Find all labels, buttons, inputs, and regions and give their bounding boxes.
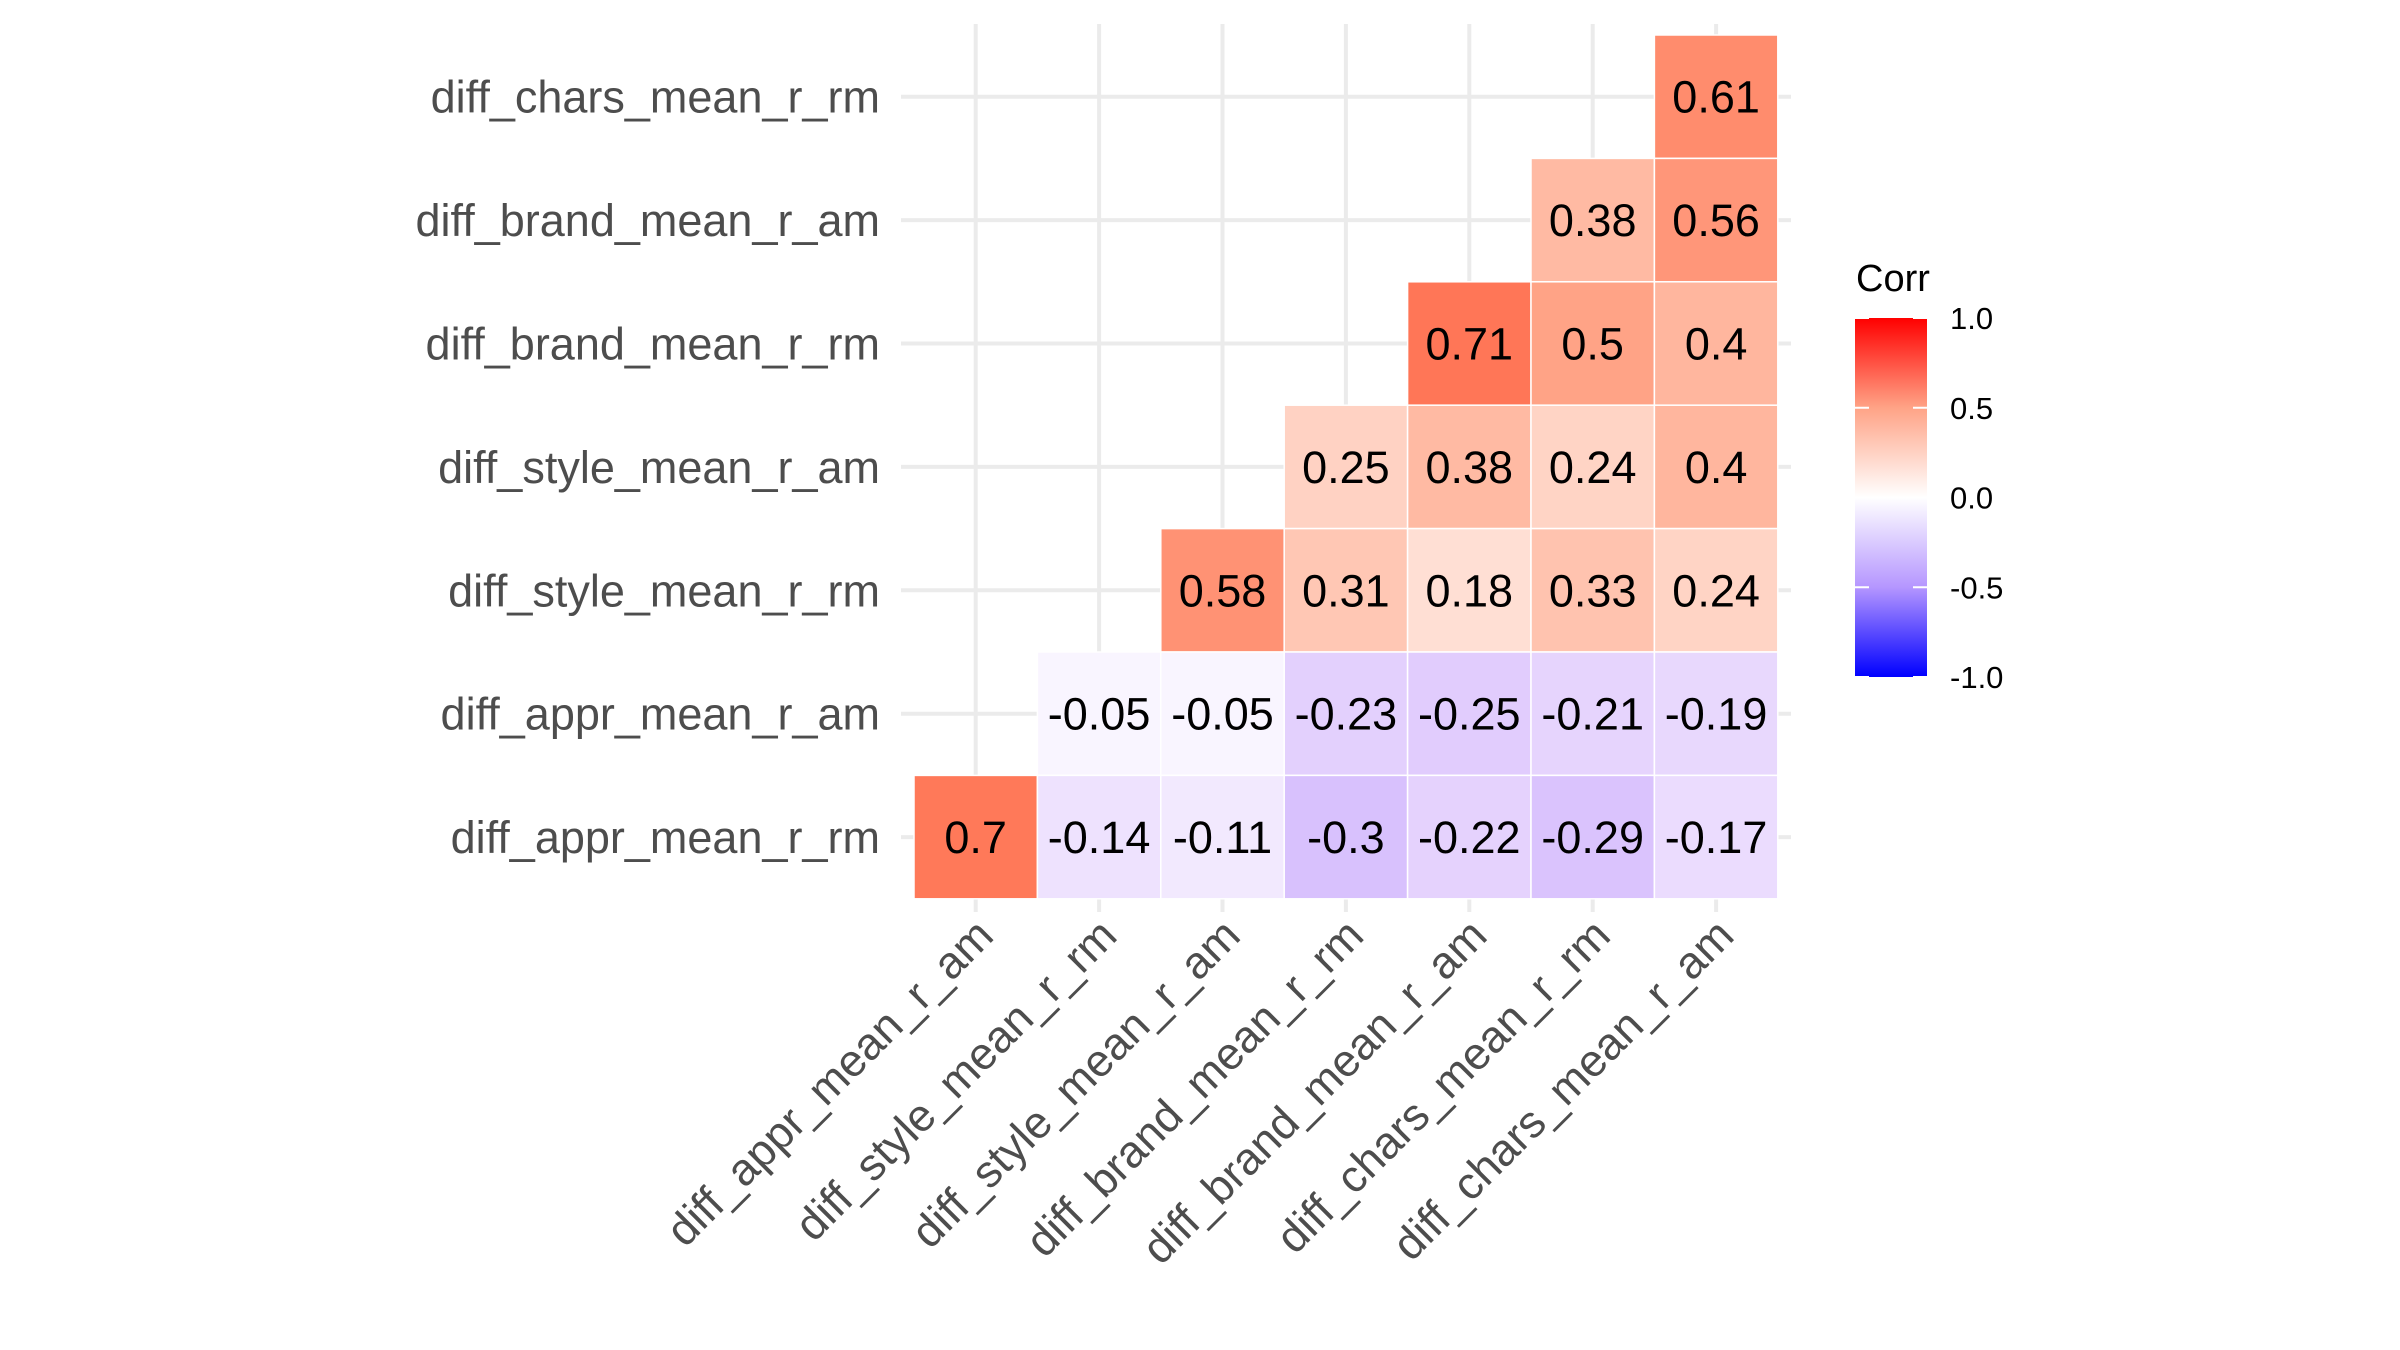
cell-value-label: 0.4 <box>1685 319 1748 370</box>
cell-value-label: 0.58 <box>1179 565 1267 616</box>
heatmap-cell <box>1283 404 1409 530</box>
legend: Corr 1.0 0.5 0.0 -0.5 -1.0 <box>1855 258 2003 695</box>
cell-value-label: 0.5 <box>1561 319 1624 370</box>
legend-title: Corr <box>1856 258 1930 300</box>
y-tick-label: diff_appr_mean_r_rm <box>451 812 880 863</box>
cell-value-label: 0.18 <box>1426 565 1514 616</box>
x-axis-labels: diff_appr_mean_r_amdiff_style_mean_r_rmd… <box>656 909 1743 1274</box>
y-tick-label: diff_style_mean_r_rm <box>448 565 880 616</box>
cell-value-label: -0.05 <box>1171 689 1274 740</box>
heatmap-cell <box>1653 527 1779 653</box>
heatmap-cell <box>1036 651 1162 777</box>
cell-value-label: -0.14 <box>1048 812 1151 863</box>
heatmap-cell <box>1283 774 1409 900</box>
heatmap-cell <box>1653 774 1779 900</box>
cell-value-label: -0.11 <box>1173 812 1272 863</box>
cell-value-label: 0.61 <box>1672 72 1760 123</box>
cell-value-label: -0.21 <box>1541 689 1644 740</box>
heatmap-cell <box>1406 281 1532 406</box>
heatmap-cell <box>1160 774 1285 900</box>
cell-value-label: 0.24 <box>1672 565 1760 616</box>
cell-value-label: -0.3 <box>1307 812 1385 863</box>
heatmap-cell <box>913 774 1039 900</box>
cell-value-label: -0.29 <box>1541 812 1644 863</box>
cell-value-label: -0.19 <box>1665 689 1768 740</box>
heatmap-cell <box>1406 404 1532 530</box>
heatmap-cell <box>1406 527 1532 653</box>
y-tick-label: diff_brand_mean_r_rm <box>426 319 880 370</box>
heatmap-cell <box>1653 404 1779 530</box>
cell-value-label: 0.24 <box>1549 442 1637 493</box>
cell-value-label: 0.25 <box>1302 442 1390 493</box>
cell-value-label: -0.23 <box>1295 689 1398 740</box>
cell-value-label: 0.71 <box>1426 319 1514 370</box>
cell-value-label: -0.05 <box>1048 689 1151 740</box>
heatmap-cell <box>1653 281 1779 406</box>
legend-tick-label: -0.5 <box>1950 570 2003 605</box>
cell-value-label: 0.56 <box>1672 195 1760 246</box>
y-tick-label: diff_brand_mean_r_am <box>416 195 880 246</box>
cell-value-label: -0.25 <box>1418 689 1521 740</box>
y-tick-label: diff_chars_mean_r_rm <box>431 72 880 123</box>
heatmap-cells: 0.61 0.38 0.56 0.71 0.5 0.4 0.25 0.38 0.24 0.4 0.5… <box>913 34 1779 900</box>
heatmap-cell <box>1653 157 1779 283</box>
cell-value-label: 0.38 <box>1426 442 1514 493</box>
heatmap-cell <box>1406 774 1532 900</box>
cell-value-label: 0.7 <box>944 812 1007 863</box>
cell-value-label: 0.4 <box>1685 442 1748 493</box>
heatmap-cell <box>1530 774 1656 900</box>
heatmap-cell <box>1036 774 1162 900</box>
y-tick-label: diff_style_mean_r_am <box>438 442 880 493</box>
cell-value-label: 0.33 <box>1549 565 1637 616</box>
heatmap-cell <box>1283 527 1409 653</box>
cell-value-label: 0.31 <box>1302 565 1390 616</box>
heatmap-cell <box>1653 34 1779 160</box>
y-axis-labels: diff_chars_mean_r_rm diff_brand_mean_r_am… <box>416 72 880 863</box>
legend-tick-label: 1.0 <box>1950 301 1993 336</box>
legend-tick-label: 0.0 <box>1950 481 1993 516</box>
heatmap-cell <box>1160 527 1285 653</box>
heatmap-cell <box>1530 651 1656 777</box>
heatmap-cell <box>1160 651 1285 777</box>
heatmap-cell <box>1530 157 1656 283</box>
y-tick-label: diff_appr_mean_r_am <box>441 689 880 740</box>
cell-value-label: -0.22 <box>1418 812 1521 863</box>
cell-value-label: -0.17 <box>1665 812 1768 863</box>
cell-value-label: 0.38 <box>1549 195 1637 246</box>
heatmap-cell <box>1653 651 1779 777</box>
heatmap-cell <box>1530 527 1656 653</box>
legend-tick-label: 0.5 <box>1950 391 1993 426</box>
legend-tick-label: -1.0 <box>1950 660 2003 695</box>
